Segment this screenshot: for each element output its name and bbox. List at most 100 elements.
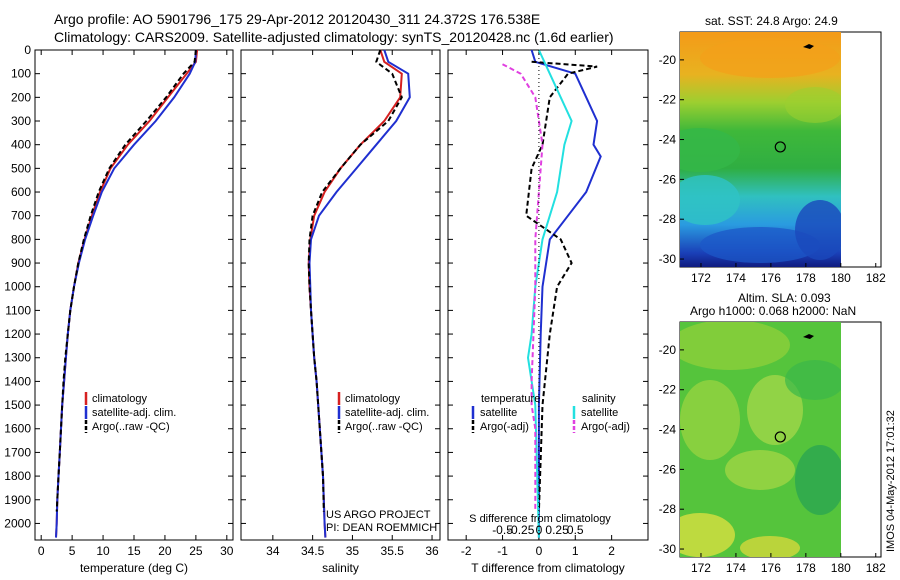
map-y-tick-label: -20: [659, 343, 677, 357]
top-x-axis-label: S difference from climatology: [469, 513, 611, 525]
map-x-tick-label: 172: [691, 271, 711, 285]
y-tick-label: 2000: [4, 516, 31, 530]
legend-header-temperature: temperature: [481, 393, 540, 405]
y-tick-label: 800: [11, 232, 31, 246]
series-line-salinity-argo-adj-: [502, 63, 544, 512]
x-tick-label: 15: [127, 544, 141, 558]
map-x-tick-label: 174: [726, 271, 746, 285]
map-x-tick-label: 182: [866, 561, 886, 575]
x-tick-label: 0: [536, 544, 543, 558]
sst-field-patch: [785, 87, 841, 123]
legend-header-salinity: salinity: [582, 393, 616, 405]
y-tick-label: 1000: [4, 280, 31, 294]
legend-label-climatology: climatology: [345, 393, 401, 405]
legend-label-sal-argo: Argo(-adj): [581, 421, 630, 433]
y-tick-label: 1200: [4, 327, 31, 341]
legend-label-climatology: climatology: [92, 393, 148, 405]
x-tick-label: 35.5: [381, 544, 405, 558]
y-tick-label: 1800: [4, 469, 31, 483]
map-y-tick-label: -26: [659, 172, 677, 186]
sla-map-title-line2: Argo h1000: 0.068 h2000: NaN: [690, 304, 856, 318]
sla-field-patch: [680, 380, 740, 460]
project-label: US ARGO PROJECT: [326, 509, 431, 521]
series-line-argo-raw-qc-: [307, 49, 403, 512]
x-tick-label: 25: [189, 544, 203, 558]
plot-frame: [447, 49, 649, 541]
sla-map-panel: Altim. SLA: 0.093 Argo h1000: 0.068 h200…: [659, 291, 886, 575]
figure-title-line2: Climatology: CARS2009. Satellite-adjuste…: [54, 29, 614, 45]
map-x-tick-label: 180: [831, 271, 851, 285]
legend-label-argo: Argo(..raw -QC): [345, 421, 423, 433]
x-tick-label: 34: [266, 544, 280, 558]
top-x-tick-label: 0.5: [567, 523, 584, 537]
x-tick-label: 1: [572, 544, 579, 558]
x-tick-label: 36: [425, 544, 439, 558]
sla-field-patch: [680, 513, 735, 557]
legend-label-temp-satellite: satellite: [480, 407, 517, 419]
difference-profile-panel: -2 -1 0 1 2 T difference from climatology -0.5…: [447, 49, 649, 575]
map-x-tick-label: 172: [691, 561, 711, 575]
y-tick-label: 1900: [4, 493, 31, 507]
top-x-tick-label: 0.25: [545, 523, 569, 537]
temperature-legend: climatology satellite-adj. clim. Argo(..…: [84, 392, 176, 433]
pi-label: PI: DEAN ROEMMICH: [326, 522, 437, 534]
x-tick-label: 20: [158, 544, 172, 558]
sla-argo-location-marker: [774, 431, 786, 443]
sla-field-patch: [785, 360, 841, 400]
series-line-argo-raw-qc-: [55, 49, 197, 512]
difference-legend: temperature salinity satellite Argo(-adj…: [471, 393, 630, 433]
x-axis-label: temperature (deg C): [80, 561, 188, 575]
legend-label-temp-argo: Argo(-adj): [480, 421, 529, 433]
sst-field-patch: [680, 128, 740, 172]
y-tick-label: 500: [11, 161, 31, 175]
series-line-satellite-adj-clim-: [308, 49, 411, 538]
series-line-temperature-satellite: [530, 49, 602, 538]
map-y-tick-label: -24: [659, 133, 677, 147]
map-y-tick-label: -26: [659, 462, 677, 476]
legend-label-satellite: satellite-adj. clim.: [345, 407, 429, 419]
sst-map-panel: sat. SST: 24.8 Argo: 24.9 172 174 176 178 18…: [659, 14, 886, 285]
x-tick-label: 0: [38, 544, 45, 558]
y-tick-label: 1500: [4, 398, 31, 412]
sla-field-patch: [747, 375, 803, 445]
map-x-tick-label: 178: [796, 561, 816, 575]
salinity-profile-panel: 34 34.5 35 35.5 36 salinity: [240, 49, 441, 575]
salinity-legend: climatology satellite-adj. clim. Argo(..…: [337, 392, 429, 433]
map-x-tick-label: 178: [796, 271, 816, 285]
y-tick-label: 1600: [4, 422, 31, 436]
map-y-tick-label: -28: [659, 502, 677, 516]
top-x-tick-label: 0: [536, 523, 543, 537]
sst-field: [680, 32, 841, 267]
plot-frame: [240, 49, 441, 541]
sst-field-patch: [680, 175, 740, 225]
sst-field-patch: [700, 38, 840, 78]
map-y-tick-label: -20: [659, 53, 677, 67]
sla-island-shape: [803, 334, 814, 339]
sst-map-axes: 172 174 176 178 180 182 -20 -22 -24 -26 -28 -30: [659, 53, 886, 285]
x-tick-label: 30: [220, 544, 234, 558]
sst-field-patch: [700, 227, 820, 263]
sla-field-patch: [740, 536, 800, 557]
map-x-tick-label: 176: [761, 271, 781, 285]
top-x-tick-label: -0.5: [492, 523, 513, 537]
imos-timestamp: IMOS 04-May-2012 17:01:32: [885, 410, 897, 552]
sla-map-axes: 172 174 176 178 180 182 -20 -22 -24 -26 -28 -30: [659, 343, 886, 575]
legend-label-satellite: satellite-adj. clim.: [92, 407, 176, 419]
y-tick-label: 300: [11, 114, 31, 128]
sla-field: [680, 322, 841, 557]
legend-label-sal-satellite: satellite: [581, 407, 618, 419]
sla-field-patch: [680, 322, 790, 370]
map-y-tick-label: -28: [659, 212, 677, 226]
y-tick-label: 400: [11, 138, 31, 152]
map-x-tick-label: 180: [831, 561, 851, 575]
sst-argo-location-marker: [774, 141, 786, 153]
sla-field-patch: [725, 450, 795, 490]
figure-title-line1: Argo profile: AO 5901796_175 29-Apr-2012…: [54, 11, 540, 27]
legend-label-argo: Argo(..raw -QC): [92, 421, 170, 433]
y-tick-label: 900: [11, 256, 31, 270]
x-axis-label: T difference from climatology: [471, 561, 625, 575]
y-tick-label: 700: [11, 209, 31, 223]
y-tick-label: 1700: [4, 445, 31, 459]
x-tick-label: 10: [96, 544, 110, 558]
